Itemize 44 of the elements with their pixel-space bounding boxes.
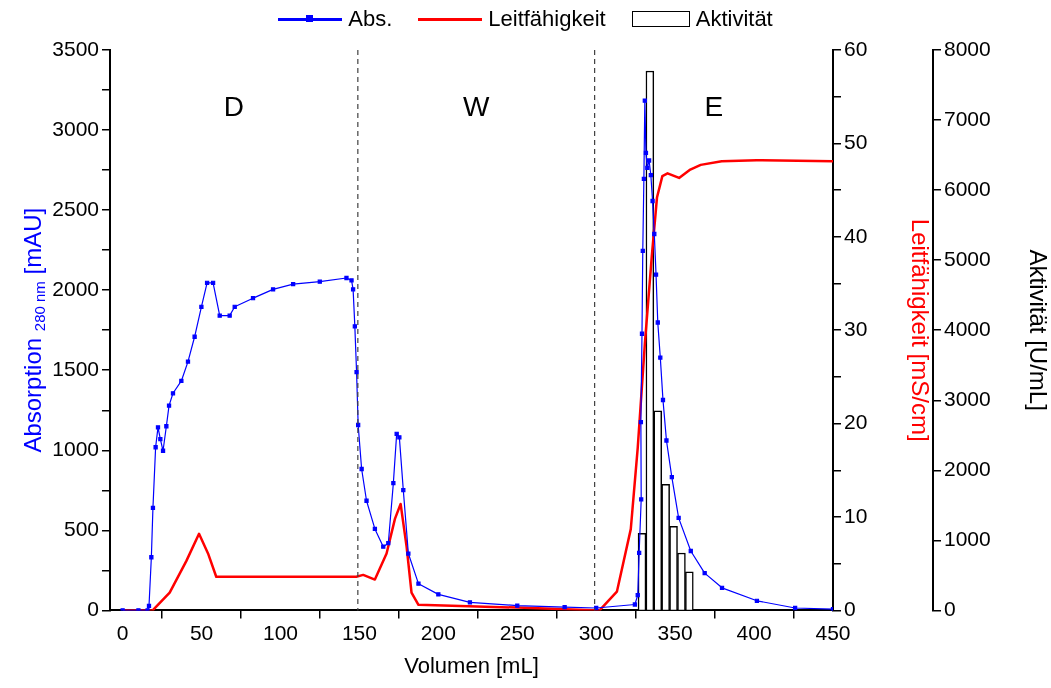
y3-tick-label: 7000 (944, 106, 991, 130)
y2-axis-title: Leitfähigkeit [mS/cm] (906, 218, 934, 442)
y3-tick-label: 8000 (944, 36, 991, 60)
y3-tick-label: 6000 (944, 176, 991, 200)
y3-tick-label: 5000 (944, 246, 991, 270)
y2-tick-label: 60 (844, 36, 868, 60)
y-tick-label: 1500 (52, 357, 99, 381)
y3-tick-label: 4000 (944, 317, 991, 340)
annotation: E (704, 90, 724, 122)
x-tick-label: 250 (499, 620, 535, 644)
y3-tick-label: 0 (944, 597, 956, 621)
legend-label: Leitfähigkeit (488, 6, 606, 32)
y-tick-label: 3000 (52, 116, 99, 140)
x-axis-title: Volumen [mL] (404, 652, 539, 678)
y-tick-label: 3500 (52, 36, 99, 60)
annotation: D (223, 90, 245, 122)
y3-tick-label: 2000 (944, 457, 991, 481)
y-tick-label: 1000 (52, 437, 99, 461)
y3-tick-label: 1000 (944, 527, 991, 551)
y3-tick-label: 3000 (944, 387, 991, 411)
legend-label: Abs. (348, 6, 393, 32)
y-tick-label: 2000 (52, 276, 99, 300)
x-tick-label: 100 (262, 620, 299, 644)
y2-tick-label: 20 (844, 410, 868, 434)
y-axis-title: Absorption 280 nm [mAU] (18, 207, 49, 453)
y2-tick-label: 40 (844, 223, 868, 247)
annotation: W (463, 90, 491, 122)
x-tick-label: 400 (736, 620, 772, 644)
x-tick-label: 50 (189, 620, 214, 644)
x-tick-label: 450 (815, 620, 851, 644)
x-tick-label: 0 (116, 620, 129, 644)
x-tick-label: 150 (341, 620, 377, 644)
y-tick-label: 500 (63, 517, 99, 541)
y3-axis-title: Aktivität [U/mL] (1024, 249, 1051, 411)
y-tick-label: 0 (87, 597, 99, 621)
y2-tick-label: 50 (844, 130, 868, 154)
y2-tick-label: 30 (844, 317, 868, 340)
x-tick-label: 300 (578, 620, 614, 644)
x-tick-label: 200 (420, 620, 456, 644)
text: Aktivität (695, 6, 773, 32)
y2-tick-label: 10 (844, 503, 868, 527)
y2-tick-label: 0 (844, 597, 856, 621)
y-tick-label: 2500 (52, 196, 99, 220)
x-tick-label: 350 (657, 620, 693, 644)
